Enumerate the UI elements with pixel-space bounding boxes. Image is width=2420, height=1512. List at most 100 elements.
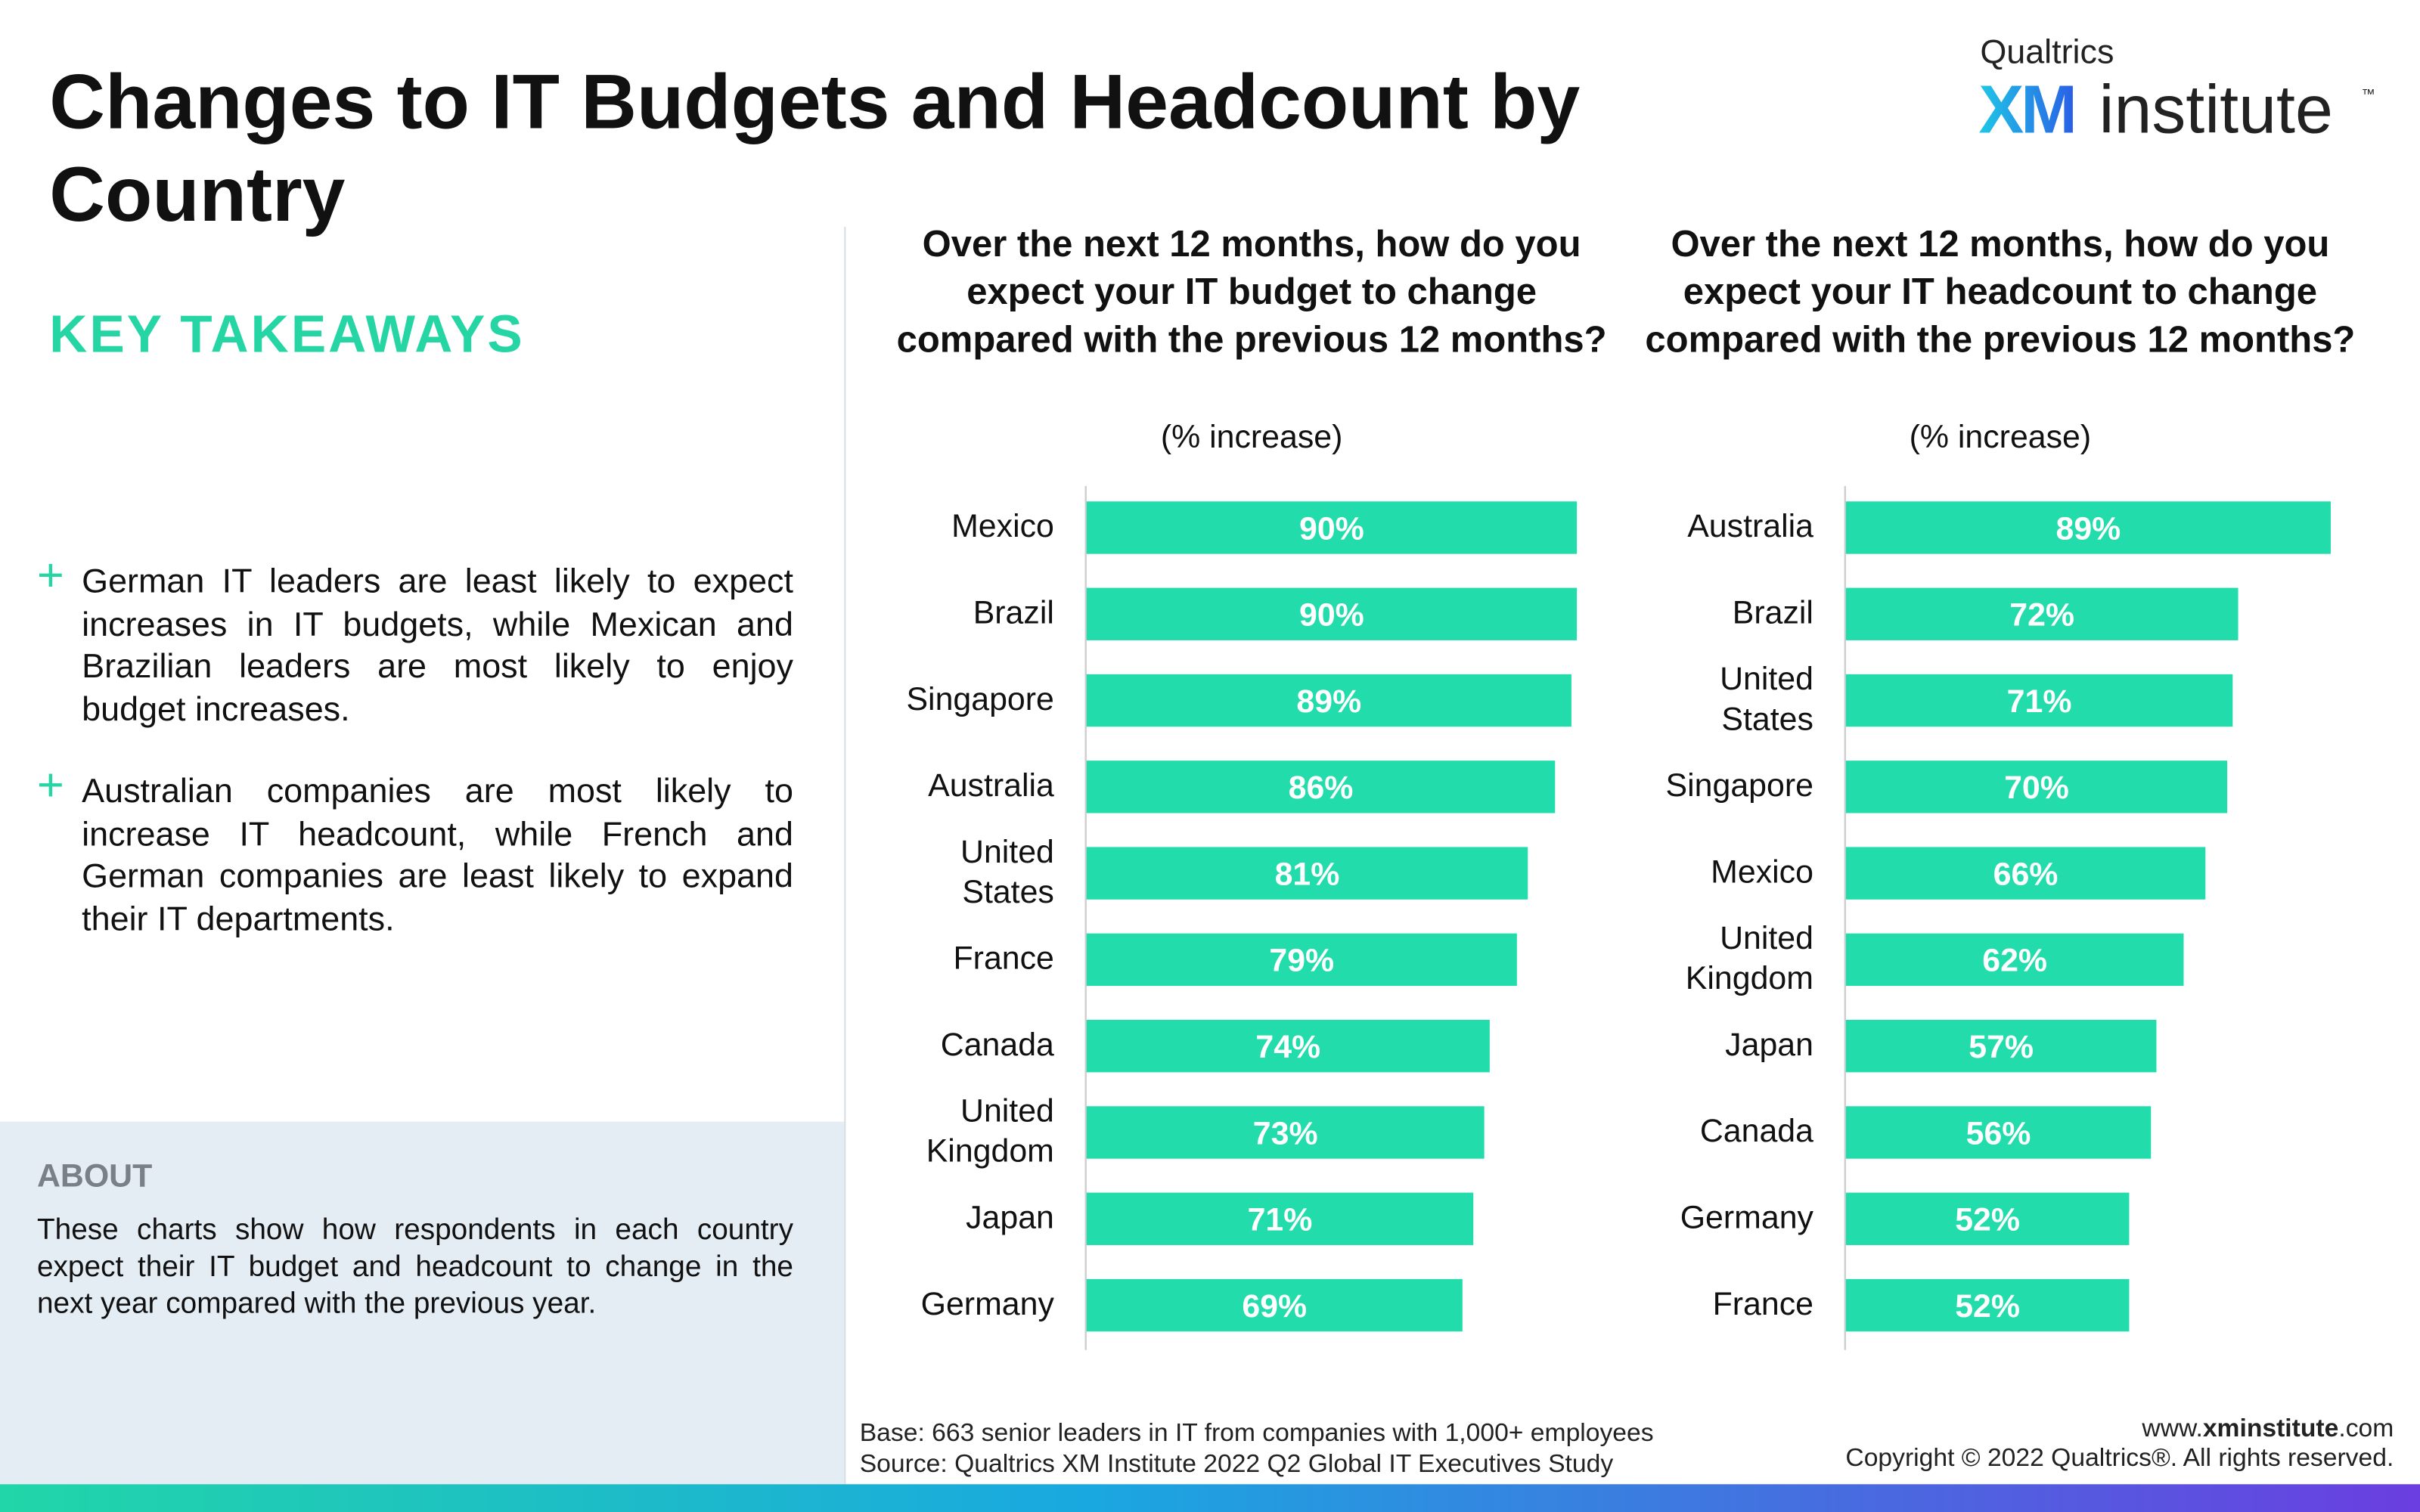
category-box: France (953, 940, 1054, 977)
bar (1086, 1019, 1490, 1073)
category-box: Brazil (973, 595, 1054, 631)
value-label: 62% (1982, 943, 2047, 979)
category-label: Australia (1687, 509, 1813, 545)
brand-tm: ™ (2361, 86, 2375, 102)
category-label: Germany (1680, 1200, 1813, 1236)
category-label: Japan (966, 1200, 1054, 1236)
category-label: France (953, 940, 1054, 977)
bar (1845, 587, 2238, 640)
value-label: 73% (1253, 1115, 1318, 1151)
about-box: These charts show how respondents in eac… (36, 1214, 793, 1321)
question-box: Over the next 12 months, how do you expe… (1645, 223, 2356, 361)
chart-subtitle: (% increase) (1161, 419, 1342, 455)
bar (1845, 847, 2206, 900)
category-label: Brazil (973, 595, 1054, 631)
category-label: Singapore (1665, 768, 1813, 804)
bullet-box: Australian companies are most likely to … (82, 771, 793, 937)
footer-web: www.xminstitute.com (2141, 1414, 2394, 1442)
about-panel (0, 1121, 845, 1485)
category-box: Australia (1687, 509, 1813, 545)
value-label: 90% (1299, 597, 1364, 634)
about-text: These charts show how respondents in eac… (36, 1214, 793, 1321)
bar (1845, 674, 2233, 727)
bar (1845, 1278, 2130, 1332)
value-label: 79% (1269, 943, 1334, 979)
footer-base: Base: 663 senior leaders in IT from comp… (860, 1419, 1654, 1447)
bullet-box: German IT leaders are least likely to ex… (82, 561, 793, 728)
chart-title: Over the next 12 months, how do you expe… (896, 223, 1607, 361)
category-label: Singapore (906, 682, 1054, 717)
value-label: 71% (1248, 1202, 1313, 1238)
bar (1086, 1192, 1474, 1245)
value-label: 52% (1955, 1288, 2020, 1325)
bar (1845, 1192, 2130, 1245)
footer-source: Source: Qualtrics XM Institute 2022 Q2 G… (860, 1450, 1614, 1478)
takeaway: Australian companies are most likely to … (82, 771, 793, 937)
category-label: Mexico (951, 509, 1054, 545)
category-box: Australia (928, 768, 1054, 804)
category-label: Japan (1725, 1027, 1813, 1064)
bar (1086, 587, 1578, 640)
value-label: 86% (1289, 770, 1354, 806)
category-label: United Kingdom (1685, 921, 1813, 997)
value-label: 52% (1955, 1202, 2020, 1238)
category-box: United States (1720, 662, 1813, 738)
bar (1086, 1278, 1463, 1332)
brand-company: Qualtrics (1980, 33, 2114, 71)
web-prefix: www. (2141, 1414, 2202, 1442)
category-label: United States (960, 835, 1054, 911)
value-label: 81% (1275, 856, 1340, 892)
value-label: 57% (1969, 1029, 2034, 1065)
web-suffix: .com (2338, 1414, 2394, 1442)
category-box: Canada (940, 1027, 1054, 1064)
category-box: United Kingdom (1685, 921, 1813, 997)
bar (1845, 933, 2184, 987)
brand-xm: XM (1978, 73, 2074, 148)
bar (1086, 761, 1556, 813)
category-box: Singapore (906, 682, 1054, 717)
bar (1086, 674, 1571, 727)
takeaways-heading: KEY TAKEAWAYS (49, 304, 524, 363)
value-label: 69% (1242, 1288, 1307, 1325)
category-box: Japan (966, 1200, 1054, 1236)
category-box: Germany (920, 1287, 1054, 1322)
chart-title: Over the next 12 months, how do you expe… (1645, 223, 2356, 361)
title-box: Changes to IT Budgets and Headcount by C… (49, 58, 1581, 238)
bullet-icon: + (37, 759, 64, 810)
category-label: United Kingdom (926, 1093, 1054, 1170)
bar (1845, 761, 2228, 813)
category-box: Mexico (951, 509, 1054, 545)
takeaway: German IT leaders are least likely to ex… (82, 561, 793, 728)
category-box: Mexico (1711, 855, 1813, 891)
category-label: Canada (1699, 1114, 1813, 1150)
category-box: Singapore (1665, 768, 1813, 804)
category-box: France (1713, 1287, 1813, 1322)
bar (1086, 933, 1517, 987)
bullet-icon: + (37, 550, 64, 601)
bar (1845, 501, 2331, 554)
category-box: Japan (1725, 1027, 1813, 1064)
category-box: Germany (1680, 1200, 1813, 1236)
bar (1086, 847, 1528, 900)
category-label: Canada (940, 1027, 1054, 1064)
value-label: 90% (1299, 510, 1364, 547)
category-label: Brazil (1732, 595, 1813, 631)
bar (1845, 1106, 2152, 1159)
footer-copyright: Copyright © 2022 Qualtrics®. All rights … (1845, 1444, 2394, 1472)
question-box: Over the next 12 months, how do you expe… (896, 223, 1607, 361)
bar (1086, 1106, 1485, 1159)
category-box: Canada (1699, 1114, 1813, 1150)
value-label: 72% (2009, 597, 2074, 634)
value-label: 70% (2004, 770, 2069, 806)
web-bold: xminstitute (2203, 1414, 2339, 1442)
bar (1845, 1019, 2157, 1073)
value-label: 71% (2007, 683, 2072, 720)
about-heading: ABOUT (37, 1157, 152, 1194)
value-label: 89% (2056, 510, 2121, 547)
value-label: 89% (1296, 683, 1361, 720)
chart-subtitle: (% increase) (1910, 419, 2091, 455)
value-label: 66% (1993, 856, 2059, 892)
page-title: Changes to IT Budgets and Headcount by C… (49, 58, 1581, 238)
category-label: Germany (920, 1287, 1054, 1322)
